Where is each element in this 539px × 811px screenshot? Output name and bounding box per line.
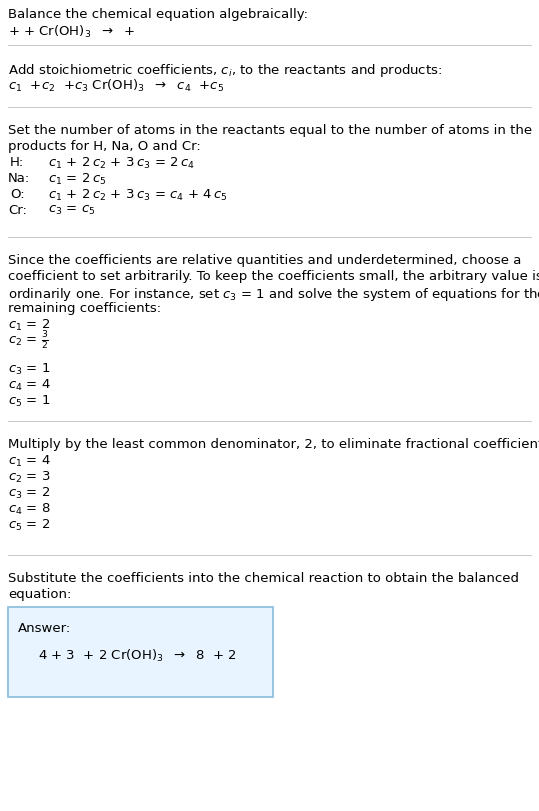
Text: $c_5$ = 2: $c_5$ = 2	[8, 517, 50, 533]
Text: H:: H:	[10, 156, 24, 169]
Text: Na:: Na:	[8, 172, 30, 185]
Text: $c_5$ = 1: $c_5$ = 1	[8, 393, 50, 409]
Text: Set the number of atoms in the reactants equal to the number of atoms in the: Set the number of atoms in the reactants…	[8, 124, 532, 137]
Text: 4 + 3  + 2 Cr(OH)$_3$  $\rightarrow$  8  + 2: 4 + 3 + 2 Cr(OH)$_3$ $\rightarrow$ 8 + 2	[38, 647, 237, 663]
Text: $c_1$ + 2 $c_2$ + 3 $c_3$ = 2 $c_4$: $c_1$ + 2 $c_2$ + 3 $c_3$ = 2 $c_4$	[48, 156, 195, 171]
Text: $c_1$ = 2: $c_1$ = 2	[8, 318, 50, 333]
Text: + + Cr(OH)$_3$  $\rightarrow$  +: + + Cr(OH)$_3$ $\rightarrow$ +	[8, 24, 135, 40]
Text: Substitute the coefficients into the chemical reaction to obtain the balanced: Substitute the coefficients into the che…	[8, 571, 519, 584]
Text: Since the coefficients are relative quantities and underdetermined, choose a: Since the coefficients are relative quan…	[8, 254, 521, 267]
Text: Balance the chemical equation algebraically:: Balance the chemical equation algebraica…	[8, 8, 308, 21]
Text: Cr:: Cr:	[8, 204, 27, 217]
Text: $c_4$ = 4: $c_4$ = 4	[8, 378, 51, 393]
Text: $c_4$ = 8: $c_4$ = 8	[8, 501, 51, 517]
Text: coefficient to set arbitrarily. To keep the coefficients small, the arbitrary va: coefficient to set arbitrarily. To keep …	[8, 270, 539, 283]
Text: products for H, Na, O and Cr:: products for H, Na, O and Cr:	[8, 139, 201, 152]
Text: Add stoichiometric coefficients, $c_i$, to the reactants and products:: Add stoichiometric coefficients, $c_i$, …	[8, 62, 442, 79]
Text: $c_1$  +$c_2$  +$c_3$ Cr(OH)$_3$  $\rightarrow$  $c_4$  +$c_5$: $c_1$ +$c_2$ +$c_3$ Cr(OH)$_3$ $\rightar…	[8, 78, 224, 94]
Text: $c_1$ = 4: $c_1$ = 4	[8, 453, 51, 469]
Text: $c_1$ = 2 $c_5$: $c_1$ = 2 $c_5$	[48, 172, 106, 187]
Text: Answer:: Answer:	[18, 621, 71, 634]
Text: equation:: equation:	[8, 587, 71, 600]
Text: ordinarily one. For instance, set $c_3$ = 1 and solve the system of equations fo: ordinarily one. For instance, set $c_3$ …	[8, 285, 539, 303]
Text: $c_2$ = $\frac{3}{2}$: $c_2$ = $\frac{3}{2}$	[8, 329, 49, 352]
Text: Multiply by the least common denominator, 2, to eliminate fractional coefficient: Multiply by the least common denominator…	[8, 437, 539, 450]
FancyBboxPatch shape	[8, 607, 273, 697]
Text: O:: O:	[10, 188, 25, 201]
Text: $c_2$ = 3: $c_2$ = 3	[8, 470, 51, 484]
Text: remaining coefficients:: remaining coefficients:	[8, 302, 161, 315]
Text: $c_3$ = 2: $c_3$ = 2	[8, 486, 50, 500]
Text: $c_3$ = 1: $c_3$ = 1	[8, 362, 50, 376]
Text: $c_1$ + 2 $c_2$ + 3 $c_3$ = $c_4$ + 4 $c_5$: $c_1$ + 2 $c_2$ + 3 $c_3$ = $c_4$ + 4 $c…	[48, 188, 228, 203]
Text: $c_3$ = $c_5$: $c_3$ = $c_5$	[48, 204, 95, 217]
